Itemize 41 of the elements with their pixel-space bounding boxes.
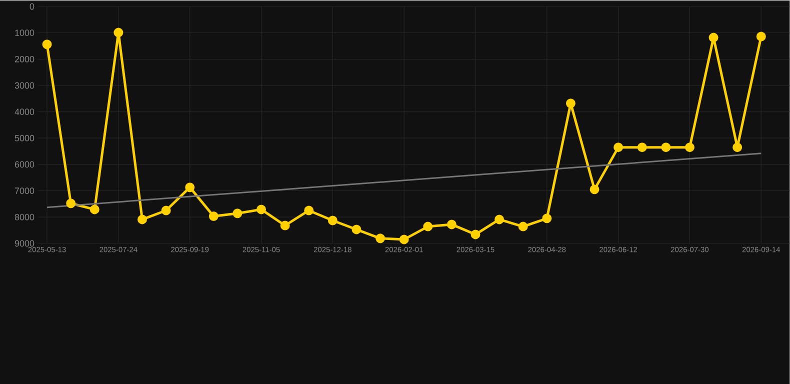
y-tick-label: 5000 [14,134,34,142]
y-tick-label: 9000 [14,240,34,246]
point [90,204,100,214]
point [352,224,362,234]
y-tick-label: 3000 [14,82,34,88]
point [732,142,742,152]
point [661,142,671,152]
point [256,204,266,214]
point [684,142,694,152]
point [280,220,290,230]
point [494,214,504,224]
point [66,198,76,208]
point [114,28,124,38]
point [376,233,386,243]
point [708,32,718,42]
y-tick-label: 2000 [14,56,34,62]
y-tick-label: 4000 [14,108,34,115]
point [470,230,480,240]
y-tick-label: 6000 [14,161,34,168]
point [637,142,647,152]
point [614,142,624,152]
point [518,222,528,232]
point [42,39,52,49]
point [138,214,147,224]
point [232,208,242,218]
y-tick-label: 7000 [14,187,34,194]
point [161,206,171,216]
y-tick-label: 0 [30,3,34,10]
point [542,213,552,223]
point [756,32,766,42]
point [208,211,218,221]
point [446,220,456,230]
y-tick-label: 8000 [14,214,34,220]
y-tick-label: 1000 [15,29,34,36]
point [185,182,195,192]
point [328,216,338,226]
point [566,98,576,108]
point [590,184,600,194]
point [304,206,314,216]
point [399,234,409,244]
point [423,222,433,232]
